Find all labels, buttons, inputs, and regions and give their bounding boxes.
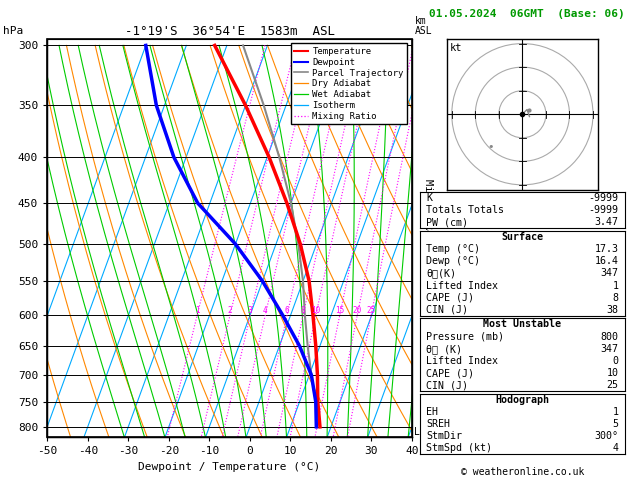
- Text: K: K: [426, 193, 432, 203]
- Text: 5: 5: [613, 419, 618, 429]
- Text: 1: 1: [613, 280, 618, 291]
- Text: 38: 38: [606, 305, 618, 315]
- Title: -1°19'S  36°54'E  1583m  ASL: -1°19'S 36°54'E 1583m ASL: [125, 25, 335, 38]
- Text: 4: 4: [613, 443, 618, 453]
- Text: Most Unstable: Most Unstable: [483, 319, 562, 330]
- Text: PW (cm): PW (cm): [426, 217, 469, 227]
- Text: 6: 6: [284, 306, 289, 315]
- X-axis label: Dewpoint / Temperature (°C): Dewpoint / Temperature (°C): [138, 462, 321, 472]
- Text: kt: kt: [450, 43, 462, 53]
- Text: 01.05.2024  06GMT  (Base: 06): 01.05.2024 06GMT (Base: 06): [429, 9, 625, 19]
- Text: 2: 2: [228, 306, 232, 315]
- Text: km
ASL: km ASL: [415, 17, 433, 36]
- Text: 8: 8: [301, 306, 305, 315]
- Text: 347: 347: [601, 268, 618, 278]
- Text: CAPE (J): CAPE (J): [426, 293, 474, 303]
- Text: 300°: 300°: [594, 431, 618, 441]
- Text: 25: 25: [367, 306, 376, 315]
- Text: CIN (J): CIN (J): [426, 305, 469, 315]
- Text: Lifted Index: Lifted Index: [426, 356, 498, 366]
- Text: Totals Totals: Totals Totals: [426, 205, 504, 215]
- Text: 0: 0: [613, 356, 618, 366]
- Text: CAPE (J): CAPE (J): [426, 368, 474, 378]
- Text: 3.47: 3.47: [594, 217, 618, 227]
- Text: 4: 4: [263, 306, 267, 315]
- Text: 800: 800: [601, 331, 618, 342]
- Legend: Temperature, Dewpoint, Parcel Trajectory, Dry Adiabat, Wet Adiabat, Isotherm, Mi: Temperature, Dewpoint, Parcel Trajectory…: [291, 43, 408, 124]
- Text: 20: 20: [352, 306, 362, 315]
- Text: -9999: -9999: [589, 205, 618, 215]
- Text: © weatheronline.co.uk: © weatheronline.co.uk: [460, 467, 584, 477]
- Text: Temp (°C): Temp (°C): [426, 244, 481, 254]
- Text: Lifted Index: Lifted Index: [426, 280, 498, 291]
- Text: SREH: SREH: [426, 419, 450, 429]
- Text: θᴇ (K): θᴇ (K): [426, 344, 462, 354]
- Text: θᴇ(K): θᴇ(K): [426, 268, 456, 278]
- Text: EH: EH: [426, 407, 438, 417]
- Text: 25: 25: [606, 380, 618, 390]
- Text: 1: 1: [195, 306, 199, 315]
- Text: 16.4: 16.4: [594, 256, 618, 266]
- Text: Surface: Surface: [501, 232, 543, 242]
- Text: 1: 1: [613, 407, 618, 417]
- Text: 3: 3: [248, 306, 252, 315]
- Text: -9999: -9999: [589, 193, 618, 203]
- Text: 17.3: 17.3: [594, 244, 618, 254]
- Text: 15: 15: [335, 306, 344, 315]
- Text: •: •: [487, 141, 494, 152]
- Text: Dewp (°C): Dewp (°C): [426, 256, 481, 266]
- Y-axis label: Mixing Ratio (g/kg): Mixing Ratio (g/kg): [423, 179, 433, 297]
- Text: StmDir: StmDir: [426, 431, 462, 441]
- Text: 347: 347: [601, 344, 618, 354]
- Text: 10: 10: [606, 368, 618, 378]
- Text: hPa: hPa: [3, 26, 23, 36]
- Text: Hodograph: Hodograph: [496, 395, 549, 405]
- Text: CIN (J): CIN (J): [426, 380, 469, 390]
- Text: 8: 8: [613, 293, 618, 303]
- Text: Pressure (mb): Pressure (mb): [426, 331, 504, 342]
- Text: StmSpd (kt): StmSpd (kt): [426, 443, 493, 453]
- Text: 10: 10: [311, 306, 320, 315]
- Text: LCL: LCL: [414, 427, 431, 437]
